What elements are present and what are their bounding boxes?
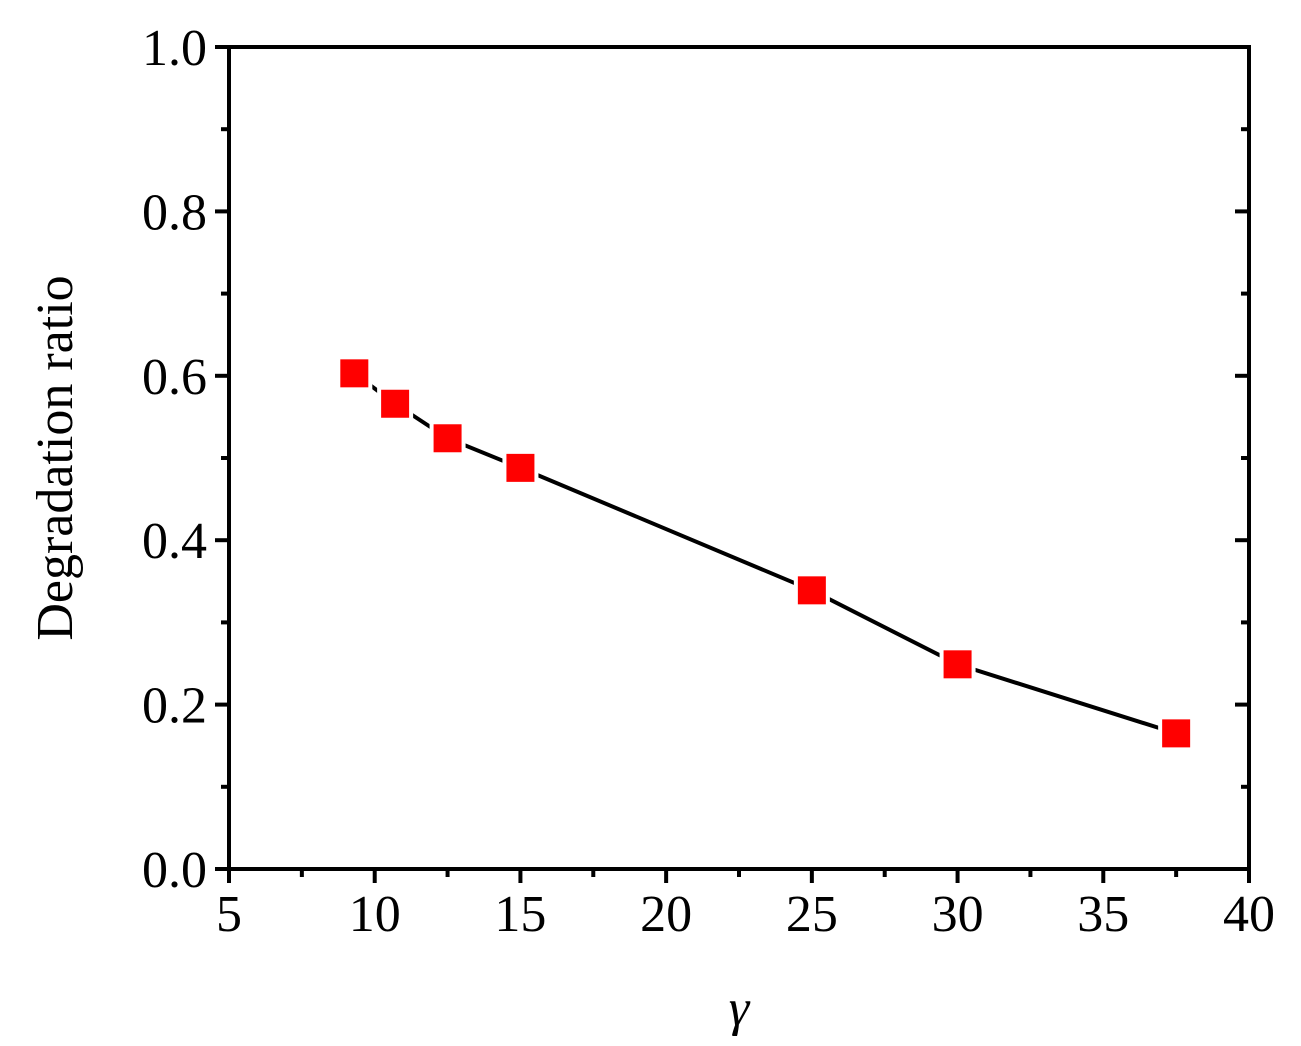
x-tick-label: 40 bbox=[1223, 886, 1275, 943]
data-marker bbox=[1162, 719, 1191, 748]
x-tick-label: 5 bbox=[216, 886, 242, 943]
y-tick-label: 0.8 bbox=[142, 184, 207, 241]
data-marker bbox=[797, 576, 826, 605]
x-tick-label: 25 bbox=[786, 886, 838, 943]
y-tick-label: 0.6 bbox=[142, 349, 207, 406]
data-marker bbox=[506, 453, 535, 482]
y-axis-label: Degradation ratio bbox=[27, 275, 84, 640]
y-tick-label: 0.4 bbox=[142, 513, 207, 570]
data-marker bbox=[381, 389, 410, 418]
y-tick-label: 1.0 bbox=[142, 20, 207, 77]
data-marker bbox=[340, 359, 369, 388]
x-tick-label: 20 bbox=[640, 886, 692, 943]
x-tick-label: 30 bbox=[932, 886, 984, 943]
x-tick-label: 35 bbox=[1077, 886, 1129, 943]
x-tick-label: 15 bbox=[494, 886, 546, 943]
plot-frame bbox=[227, 45, 1251, 871]
data-marker bbox=[433, 424, 462, 453]
x-tick-label: 10 bbox=[349, 886, 401, 943]
x-axis-label: γ bbox=[729, 980, 751, 1037]
y-tick-label: 0.2 bbox=[142, 678, 207, 735]
data-marker bbox=[943, 650, 972, 679]
y-tick-label: 0.0 bbox=[142, 842, 207, 899]
